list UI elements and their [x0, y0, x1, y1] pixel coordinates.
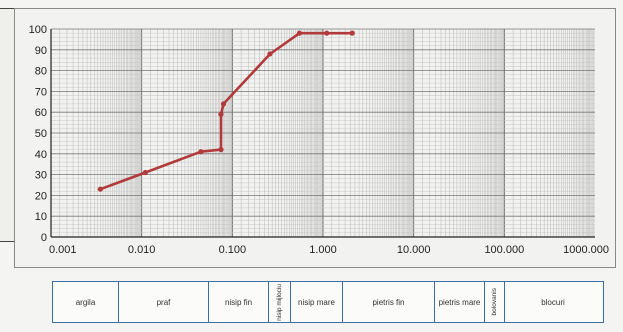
- data-point: [218, 147, 224, 153]
- y-tick-label: 80: [35, 66, 47, 78]
- legend-label: nisip mijlociu: [276, 283, 283, 321]
- legend-cell-pietris-fin: pietris fin: [343, 282, 435, 322]
- legend-label: praf: [156, 297, 171, 307]
- legend-label: pietris fin: [372, 297, 405, 307]
- data-point: [267, 51, 273, 57]
- data-point: [296, 30, 303, 36]
- x-tick-label: 10.000: [397, 244, 431, 256]
- legend-label: argila: [75, 297, 96, 307]
- y-tick-label: 20: [35, 190, 47, 202]
- legend-cell-pietris-mare: pietris mare: [435, 282, 485, 322]
- legend-label: nisip mare: [298, 297, 335, 307]
- series-line: [97, 30, 355, 192]
- legend-label: pietris mare: [438, 297, 481, 307]
- left-edge-strip: [0, 8, 15, 242]
- data-point: [324, 30, 330, 36]
- data-point: [97, 186, 103, 192]
- y-tick-label: 40: [35, 149, 47, 161]
- y-tick-label: 50: [35, 128, 47, 140]
- legend-cell-argila: argila: [53, 282, 119, 322]
- legend-cell-nisip-mare: nisip mare: [291, 282, 343, 322]
- grading-curve: [99, 31, 353, 191]
- y-tick-label: 30: [35, 170, 47, 182]
- tick-labels: 0 10 20 30 40 50 60 70 80 90 100 0.001 0.010 0.100 1.0…: [29, 24, 609, 256]
- data-point: [142, 169, 149, 176]
- y-tick-label: 70: [35, 86, 47, 98]
- y-tick-label: 90: [35, 45, 47, 57]
- data-point: [349, 30, 355, 36]
- soil-fraction-legend: argila praf nisip fin nisip mijlociu nis…: [52, 281, 604, 323]
- legend-label: bolovanis: [491, 288, 498, 316]
- axes: [50, 29, 595, 238]
- legend-cell-nisip-fin: nisip fin: [209, 282, 269, 322]
- grain-size-chart: 0 10 20 30 40 50 60 70 80 90 100 0.001 0.010 0.100 1.0…: [14, 8, 616, 268]
- data-point: [218, 111, 224, 117]
- x-tick-label: 1000.000: [563, 244, 609, 256]
- data-point: [198, 149, 204, 155]
- x-tick-label: 1.000: [309, 244, 337, 256]
- legend-label: nisip fin: [224, 297, 253, 307]
- grid-lines: [50, 28, 595, 238]
- y-tick-label: 0: [41, 232, 47, 244]
- x-tick-label: 0.001: [49, 244, 77, 256]
- x-tick-label: 0.010: [128, 244, 156, 256]
- chart-svg: 0 10 20 30 40 50 60 70 80 90 100 0.001 0.010 0.100 1.0…: [29, 24, 609, 256]
- data-point: [220, 101, 227, 107]
- x-tick-label: 0.100: [219, 244, 247, 256]
- y-tick-label: 100: [29, 24, 47, 36]
- y-tick-label: 10: [35, 211, 47, 223]
- y-tick-label: 60: [35, 107, 47, 119]
- legend-cell-bolovanis: bolovanis: [485, 282, 505, 322]
- x-tick-label: 100.000: [484, 244, 524, 256]
- legend-label: blocuri: [541, 297, 565, 307]
- legend-cell-blocuri: blocuri: [505, 282, 601, 322]
- legend-cell-nisip-mijlociu: nisip mijlociu: [269, 282, 291, 322]
- legend-cell-praf: praf: [119, 282, 209, 322]
